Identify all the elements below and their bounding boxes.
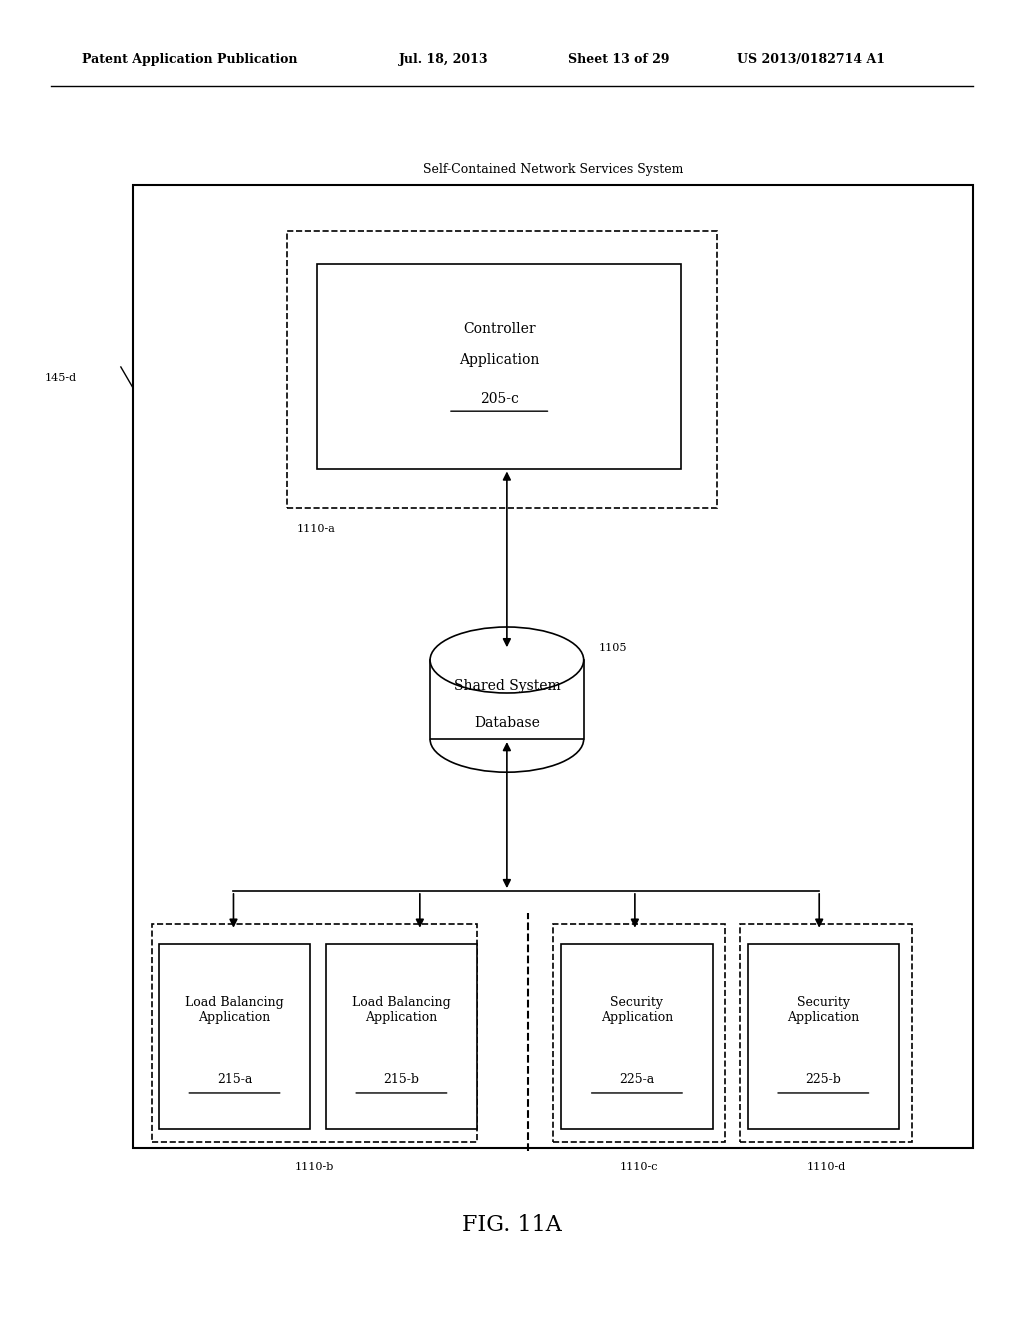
- Bar: [133, 185, 973, 1148]
- Text: 205-c: 205-c: [480, 392, 518, 407]
- Bar: [326, 944, 477, 1129]
- Bar: [748, 944, 899, 1129]
- Bar: [152, 924, 477, 1142]
- Bar: [561, 944, 713, 1129]
- Bar: [287, 231, 717, 508]
- Text: FIG. 11A: FIG. 11A: [462, 1214, 562, 1236]
- Bar: [553, 924, 725, 1142]
- Text: Load Balancing
Application: Load Balancing Application: [352, 995, 451, 1024]
- Text: Patent Application Publication: Patent Application Publication: [82, 53, 297, 66]
- Text: US 2013/0182714 A1: US 2013/0182714 A1: [737, 53, 886, 66]
- Text: Security
Application: Security Application: [601, 995, 673, 1024]
- Bar: [740, 924, 912, 1142]
- Text: 225-b: 225-b: [805, 1073, 842, 1086]
- Text: 225-a: 225-a: [620, 1073, 654, 1086]
- Text: Application: Application: [459, 352, 540, 367]
- Text: Sheet 13 of 29: Sheet 13 of 29: [568, 53, 670, 66]
- Text: Load Balancing
Application: Load Balancing Application: [185, 995, 284, 1024]
- Text: Database: Database: [474, 717, 540, 730]
- Bar: [430, 660, 584, 739]
- Text: 215-a: 215-a: [217, 1073, 252, 1086]
- Ellipse shape: [430, 627, 584, 693]
- Text: 215-b: 215-b: [383, 1073, 420, 1086]
- Text: 1110-b: 1110-b: [295, 1162, 334, 1172]
- Bar: [159, 944, 310, 1129]
- Text: Controller: Controller: [463, 322, 536, 337]
- Text: Jul. 18, 2013: Jul. 18, 2013: [399, 53, 488, 66]
- Text: Self-Contained Network Services System: Self-Contained Network Services System: [423, 162, 683, 176]
- Text: Shared System: Shared System: [454, 680, 560, 693]
- Text: 145-d: 145-d: [45, 372, 77, 383]
- Bar: [317, 264, 681, 469]
- Text: 1110-c: 1110-c: [620, 1162, 658, 1172]
- Text: 1110-a: 1110-a: [297, 524, 336, 535]
- Text: 1105: 1105: [599, 643, 628, 653]
- Text: Security
Application: Security Application: [787, 995, 859, 1024]
- Text: 1110-d: 1110-d: [807, 1162, 846, 1172]
